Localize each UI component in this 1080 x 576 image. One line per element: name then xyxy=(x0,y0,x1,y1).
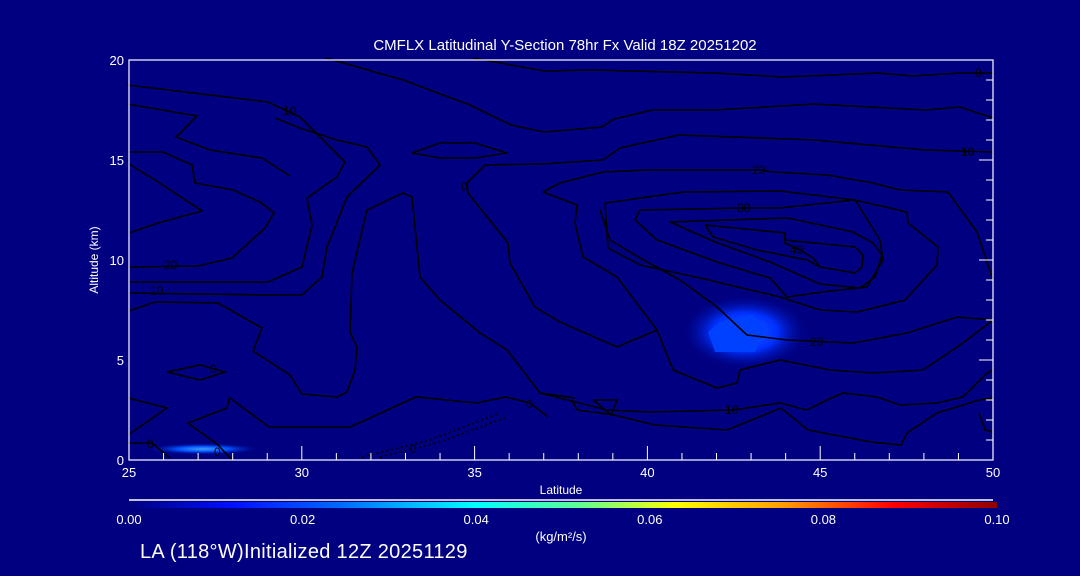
colorbar-tick-label: 0.04 xyxy=(464,512,489,527)
contour-label: 20 xyxy=(752,163,766,177)
colorbar-tick-label: 0.00 xyxy=(116,512,141,527)
contour-line xyxy=(599,209,994,344)
contour-line xyxy=(128,192,576,399)
y-tick-label: 10 xyxy=(110,253,124,268)
contour-label: 10 xyxy=(725,403,739,417)
contour-line xyxy=(126,103,291,177)
contour-label: 10 xyxy=(283,104,297,118)
flux-maximum-surface xyxy=(145,443,261,455)
contour-label: 0 xyxy=(526,397,533,411)
colorbar-tick-label: 0.08 xyxy=(811,512,836,527)
colorbar-unit: (kg/m²/s) xyxy=(535,529,586,544)
x-tick-label: 35 xyxy=(467,465,481,480)
contour-line xyxy=(379,417,506,458)
contour-line xyxy=(542,191,658,331)
contour-line xyxy=(127,397,169,436)
contour-line xyxy=(472,57,993,78)
colorbar-tick-label: 0.06 xyxy=(637,512,662,527)
x-axis-label: Latitude xyxy=(540,483,583,497)
contour-label: 0 xyxy=(461,180,468,194)
x-tick-label: 45 xyxy=(813,465,827,480)
plot-frame xyxy=(128,59,994,461)
contour-line xyxy=(361,412,501,458)
colorbar xyxy=(129,502,997,508)
contour-label: 20 xyxy=(164,258,178,272)
contour-labels: 0 10 10 20 10 20 30 40 20 10 0 0 0 0 0 0 xyxy=(147,66,982,459)
contour-label: 0 xyxy=(975,66,982,80)
contour-line xyxy=(126,84,346,283)
y-axis-label: Altitude (km) xyxy=(87,226,101,293)
contour-line xyxy=(229,396,549,428)
axis-ticks: 25 30 35 40 45 50 0 5 10 15 20 xyxy=(110,53,1001,480)
contour-line xyxy=(411,142,508,159)
contour-label: 20 xyxy=(810,335,824,349)
contour-label: 0 xyxy=(147,437,154,451)
contour-line xyxy=(978,412,994,433)
contour-line xyxy=(571,397,994,446)
x-tick-label: 25 xyxy=(122,465,136,480)
contour-line xyxy=(669,217,883,289)
x-tick-label: 50 xyxy=(986,465,1000,480)
contour-line xyxy=(539,369,994,413)
contour-line xyxy=(186,396,233,461)
contour-line xyxy=(325,57,994,133)
contour-label: 0 xyxy=(410,442,417,456)
contour-line xyxy=(128,117,382,296)
contour-label: 0 xyxy=(214,445,221,459)
contour-line xyxy=(484,134,994,166)
contour-line xyxy=(592,399,619,417)
contour-line xyxy=(128,163,204,234)
colorbar-ticks: 0.00 0.02 0.04 0.06 0.08 0.10 xyxy=(116,512,1009,527)
chart-title: CMFLX Latitudinal Y-Section 78hr Fx Vali… xyxy=(373,37,756,54)
colorbar-tick-label: 0.02 xyxy=(290,512,315,527)
contour-line xyxy=(634,199,884,298)
contour-line xyxy=(128,151,276,268)
contour-line xyxy=(466,164,994,389)
y-tick-label: 5 xyxy=(117,353,124,368)
contour-line xyxy=(604,190,939,313)
colorbar-tick-label: 0.10 xyxy=(984,512,1009,527)
y-tick-label: 0 xyxy=(117,453,124,468)
x-tick-label: 30 xyxy=(295,465,309,480)
contour-label: 40 xyxy=(790,243,804,257)
contour-label: 30 xyxy=(737,201,751,215)
contour-line xyxy=(784,233,821,268)
x-tick-label: 40 xyxy=(640,465,654,480)
contour-line xyxy=(166,364,228,381)
contour-lines xyxy=(126,57,994,461)
y-tick-label: 20 xyxy=(110,53,124,68)
contour-label: 10 xyxy=(150,284,164,298)
flux-core-upper xyxy=(708,314,765,352)
flux-shading xyxy=(145,294,810,455)
footer-init-info: LA (118°W)Initialized 12Z 20251129 xyxy=(140,541,468,563)
contour-line xyxy=(542,169,994,281)
y-tick-label: 15 xyxy=(110,153,124,168)
contour-label: 0 xyxy=(210,362,217,376)
contour-label: 10 xyxy=(961,145,975,159)
